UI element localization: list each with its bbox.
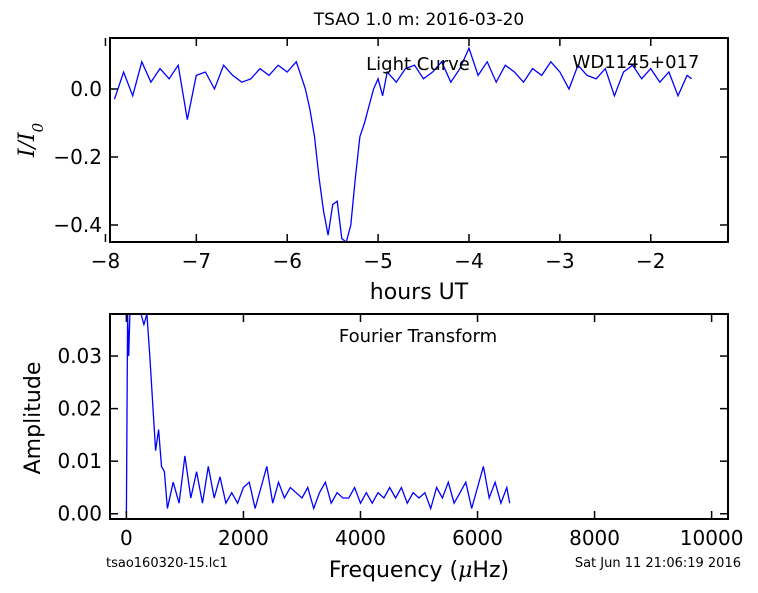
lc-y-tick-label: 0.0 bbox=[70, 77, 102, 101]
ft-y-tick-label: 0.02 bbox=[57, 397, 102, 421]
ft-x-tick-label: 8000 bbox=[569, 526, 620, 550]
lc-y-tick-label: −0.4 bbox=[53, 213, 102, 237]
ft-y-tick-label: 0.03 bbox=[57, 344, 102, 368]
ft-series-line-0 bbox=[125, 313, 511, 514]
fourier-frame bbox=[109, 313, 729, 520]
lc-x-tick-label: −7 bbox=[182, 249, 211, 273]
lc-x-tick-label: −2 bbox=[636, 249, 665, 273]
lc-x-tick-label: −8 bbox=[91, 249, 120, 273]
ft-x-tick-label: 2000 bbox=[218, 526, 269, 550]
lc-title: TSAO 1.0 m: 2016-03-20 bbox=[313, 10, 525, 30]
footer-timestamp: Sat Jun 11 21:06:19 2016 bbox=[575, 556, 741, 571]
lc-annotation-target: WD1145+017 bbox=[573, 52, 700, 73]
ft-y-tick-labels: 0.00 0.01 0.02 0.03 bbox=[57, 344, 102, 526]
lc-y-tick-label: −0.2 bbox=[53, 145, 102, 169]
light-curve-plot bbox=[104, 37, 729, 244]
lc-x-axis-label: hours UT bbox=[370, 280, 469, 305]
ft-y-tick-label: 0.00 bbox=[57, 502, 102, 526]
lc-x-tick-labels: −8 −7 −6 −5 −4 −3 −2 bbox=[91, 249, 666, 273]
fourier-series bbox=[125, 313, 511, 514]
footer-filename: tsao160320-15.lc1 bbox=[106, 556, 228, 571]
lc-y-axis-label: I/I0 bbox=[15, 122, 47, 158]
ft-x-tick-labels: 0 2000 4000 6000 8000 10000 bbox=[120, 526, 743, 550]
light-curve-ticks bbox=[104, 38, 728, 242]
fourier-ticks bbox=[110, 314, 728, 519]
fourier-plot bbox=[109, 313, 729, 520]
ft-y-axis-label: Amplitude bbox=[21, 362, 46, 475]
lc-annotation-light-curve: Light Curve bbox=[366, 54, 470, 75]
ft-x-tick-label: 6000 bbox=[452, 526, 503, 550]
light-curve-series bbox=[113, 46, 692, 244]
ft-x-tick-label: 0 bbox=[120, 526, 133, 550]
light-curve-frame bbox=[109, 37, 729, 243]
ft-title: Fourier Transform bbox=[339, 326, 497, 347]
ft-x-tick-label: 10000 bbox=[680, 526, 744, 550]
lc-y-tick-labels: 0.0 −0.2 −0.4 bbox=[53, 77, 102, 237]
lc-x-tick-label: −6 bbox=[272, 249, 301, 273]
ft-x-axis-label: Frequency (μHz) bbox=[329, 558, 509, 583]
lc-x-tick-label: −5 bbox=[363, 249, 392, 273]
lc-series-line-0 bbox=[113, 46, 692, 244]
ft-x-tick-label: 4000 bbox=[335, 526, 386, 550]
lc-x-tick-label: −4 bbox=[454, 249, 483, 273]
lc-x-tick-label: −3 bbox=[545, 249, 574, 273]
ft-y-tick-label: 0.01 bbox=[57, 449, 102, 473]
